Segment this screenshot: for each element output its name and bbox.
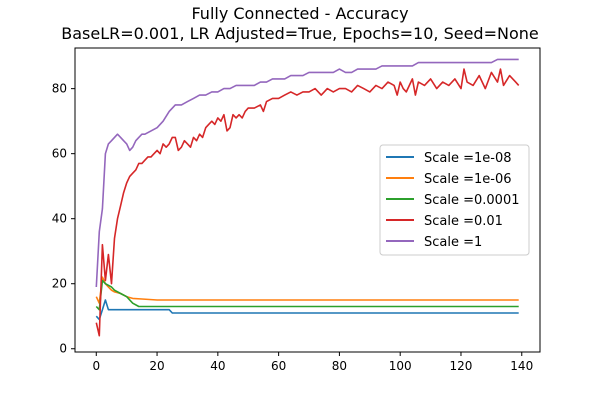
series-line-scale-0-01 (95, 68, 520, 337)
series-line-scale-0-0001 (95, 279, 519, 311)
series-lines (95, 58, 520, 337)
series-line-scale-1 (95, 58, 519, 288)
legend: Scale =1e-08 Scale =1e-06 Scale =0.0001 Sca… (379, 144, 530, 256)
legend-label: Scale =0.01 (424, 214, 503, 229)
y-axis: 0 20 40 60 80 (52, 82, 75, 356)
legend-label: Scale =1e-08 (424, 151, 512, 166)
series-line-scale-1e-06 (95, 276, 519, 304)
y-tick-label: 60 (52, 147, 67, 161)
x-tick-label: 40 (210, 359, 225, 373)
x-tick-label: 120 (450, 359, 473, 373)
y-tick-label: 0 (59, 342, 67, 356)
legend-box (379, 144, 530, 256)
plot-area: 0 20 40 60 80 100 120 140 0 20 40 60 80 (52, 47, 541, 373)
chart-title: Fully Connected - Accuracy (191, 4, 408, 23)
series-line-scale-1e-08 (95, 299, 519, 321)
y-tick-label: 20 (52, 277, 67, 291)
legend-label: Scale =1 (424, 235, 482, 250)
x-tick-label: 140 (510, 359, 533, 373)
x-tick-label: 60 (271, 359, 286, 373)
x-axis: 0 20 40 60 80 100 120 140 (92, 352, 533, 373)
x-tick-label: 100 (389, 359, 412, 373)
x-tick-label: 0 (92, 359, 100, 373)
legend-label: Scale =1e-06 (424, 172, 512, 187)
plot-frame (74, 47, 541, 353)
x-tick-label: 20 (149, 359, 164, 373)
y-tick-label: 80 (52, 82, 67, 96)
y-tick-label: 40 (52, 212, 67, 226)
legend-label: Scale =0.0001 (424, 193, 520, 208)
x-tick-label: 80 (332, 359, 347, 373)
chart-subtitle: BaseLR=0.001, LR Adjusted=True, Epochs=1… (61, 24, 538, 43)
